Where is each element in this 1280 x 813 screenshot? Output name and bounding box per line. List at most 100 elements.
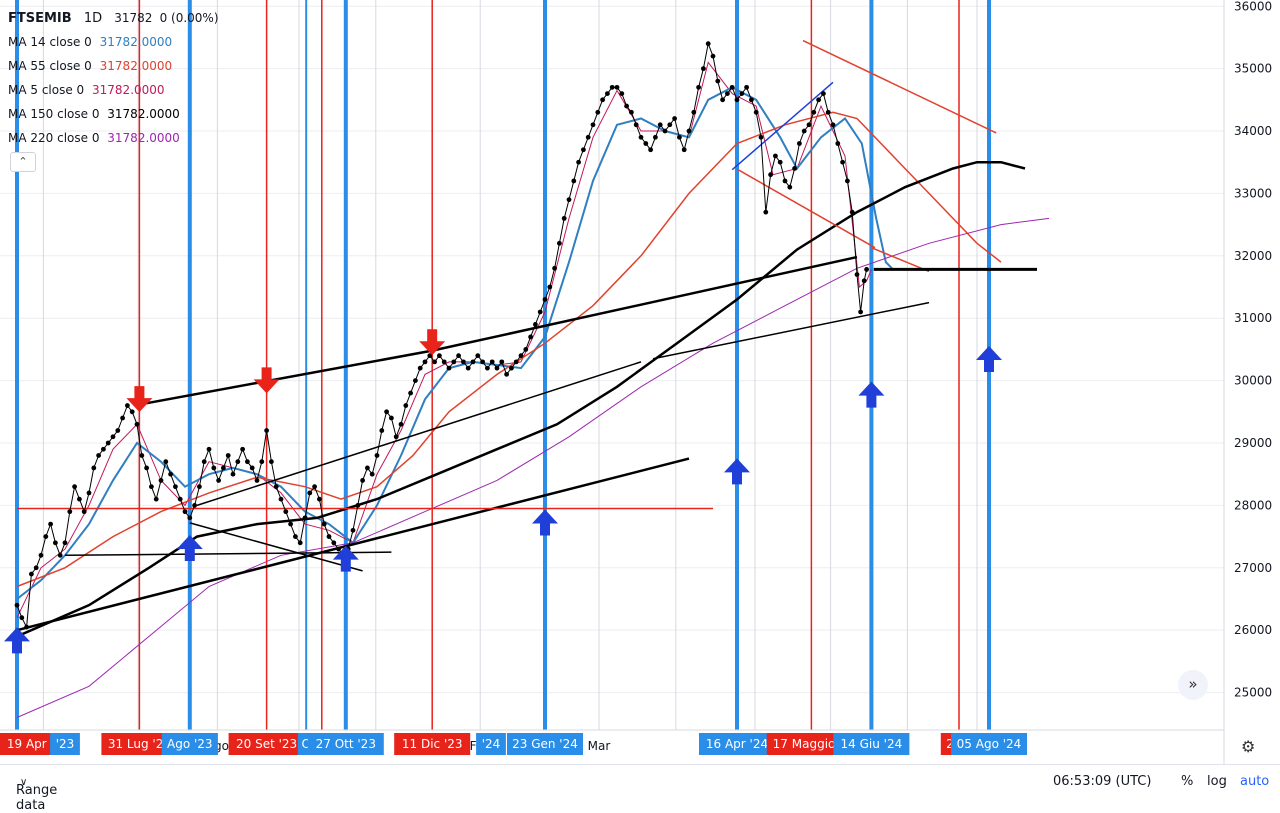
price-point-122 — [600, 97, 605, 103]
price-point-57 — [288, 521, 293, 527]
price-point-44 — [225, 453, 231, 458]
price-point-12 — [72, 484, 77, 490]
price-point-175 — [854, 272, 860, 277]
trendline-9 — [736, 168, 876, 249]
clock-time[interactable]: 06:53:09 (UTC) — [1053, 774, 1152, 789]
price-point-8 — [53, 540, 58, 546]
price-point-32 — [168, 471, 174, 477]
ma5-value: 31782.0000 — [92, 83, 165, 97]
price-point-110 — [542, 297, 548, 302]
price-point-105 — [518, 353, 524, 359]
date-flag-box-8 — [476, 733, 506, 755]
price-point-66 — [331, 540, 337, 546]
date-flag-box-6 — [307, 733, 384, 755]
price-point-143 — [701, 66, 706, 72]
price-point-20 — [110, 434, 116, 440]
price-point-114 — [561, 215, 567, 221]
legend-title-row: FTSEMIB 1D 31782 0 (0.00%) — [8, 6, 219, 30]
range-data-button[interactable]: Range data ∨ — [16, 774, 57, 813]
price-point-135 — [662, 128, 668, 134]
price-point-3 — [29, 571, 34, 577]
price-point-33 — [173, 484, 178, 490]
price-point-53 — [269, 459, 274, 465]
price-point-94 — [465, 365, 471, 371]
date-flag-label-1: '23 — [56, 737, 75, 751]
arrow-up-6 — [532, 509, 558, 536]
price-point-78 — [389, 415, 394, 421]
y-tick-label-2: 27000 — [1234, 561, 1272, 575]
date-flag-label-7: 11 Dic '23 — [402, 737, 463, 751]
price-point-50 — [254, 478, 260, 483]
price-point-76 — [379, 428, 385, 433]
price-point-29 — [153, 496, 159, 502]
price-point-15 — [86, 490, 92, 496]
price-point-103 — [509, 365, 514, 371]
price-point-97 — [480, 359, 485, 365]
chevron-up-icon[interactable]: ⌃ — [10, 152, 36, 172]
price-point-1 — [19, 615, 25, 621]
gear-icon[interactable]: ⚙ — [1241, 737, 1256, 756]
legend-ma55-row[interactable]: MA 55 close 0 31782.0000 — [8, 54, 219, 78]
price-point-84 — [417, 365, 423, 371]
price-point-126 — [619, 91, 625, 96]
scroll-to-realtime-icon[interactable]: » — [1178, 670, 1208, 700]
price-point-155 — [758, 134, 764, 140]
price-point-104 — [513, 359, 519, 365]
legend-ma5-row[interactable]: MA 5 close 0 31782.0000 — [8, 78, 219, 102]
price-point-79 — [393, 434, 399, 440]
legend-ma220-row[interactable]: MA 220 close 0 31782.0000 — [8, 126, 219, 150]
price-chart[interactable]: 25000 26000 27000 28000 29000 30000 31000 32000… — [0, 0, 1280, 764]
price-point-153 — [749, 97, 754, 103]
legend-ma150-row[interactable]: MA 150 close 0 31782.0000 — [8, 102, 219, 126]
arrow-up-4 — [332, 545, 359, 572]
price-point-5 — [38, 552, 44, 558]
price-point-77 — [384, 409, 389, 415]
ma220-value: 31782.0000 — [107, 131, 180, 145]
price-point-177 — [861, 278, 867, 284]
date-flag-label-14: 05 Ago '24 — [957, 737, 1022, 751]
price-point-37 — [192, 502, 198, 508]
price-point-30 — [158, 478, 164, 483]
price-value: 31782 — [114, 11, 153, 25]
interval-label[interactable]: 1D — [83, 11, 103, 26]
price-point-131 — [643, 141, 649, 146]
price-point-102 — [504, 371, 509, 377]
price-point-89 — [441, 359, 447, 365]
price-point-149 — [729, 84, 735, 90]
date-flag-label-6: 27 Ott '23 — [316, 737, 376, 751]
price-point-93 — [461, 359, 466, 365]
percent-toggle[interactable]: % — [1181, 774, 1194, 789]
series-ma220-line — [16, 217, 1050, 718]
ma150-value: 31782.0000 — [107, 107, 180, 121]
price-point-26 — [139, 453, 145, 458]
y-tick-label-9: 34000 — [1234, 124, 1272, 138]
price-point-67 — [336, 546, 341, 552]
series-ma14-line — [16, 86, 894, 600]
legend-ma14-row[interactable]: MA 14 close 0 31782.0000 — [8, 30, 219, 54]
auto-toggle[interactable]: auto — [1240, 774, 1270, 789]
price-point-86 — [427, 353, 433, 359]
chart-legend: FTSEMIB 1D 31782 0 (0.00%) MA 14 close 0… — [8, 6, 219, 150]
price-point-154 — [753, 109, 759, 115]
series-ma55-line — [16, 111, 1002, 588]
price-point-128 — [629, 109, 634, 115]
price-point-4 — [33, 565, 39, 571]
symbol-label[interactable]: FTSEMIB — [8, 11, 72, 26]
trendline-8 — [802, 39, 997, 134]
price-point-83 — [413, 378, 418, 383]
price-point-60 — [302, 515, 308, 521]
price-point-117 — [576, 159, 581, 165]
price-point-25 — [134, 421, 140, 427]
price-point-40 — [206, 446, 212, 452]
arrow-down-3 — [253, 367, 280, 394]
price-point-109 — [537, 309, 543, 315]
price-point-148 — [725, 91, 730, 96]
price-point-41 — [211, 465, 217, 471]
y-tick-label-5: 30000 — [1234, 374, 1272, 388]
price-point-171 — [835, 141, 841, 146]
price-point-27 — [144, 465, 150, 471]
price-point-38 — [197, 484, 202, 490]
arrow-up-9 — [976, 346, 1002, 373]
price-point-49 — [249, 465, 255, 471]
log-toggle[interactable]: log — [1207, 774, 1227, 789]
